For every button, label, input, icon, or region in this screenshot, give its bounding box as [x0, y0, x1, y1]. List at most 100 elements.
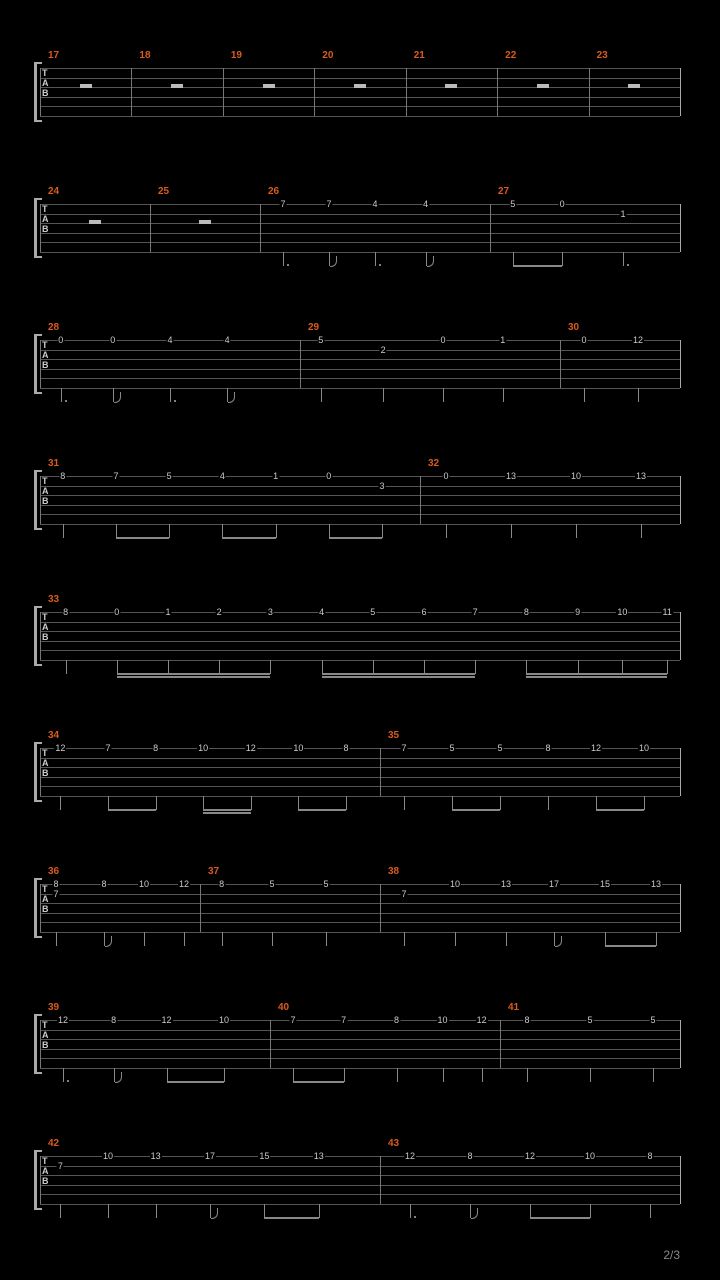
fret-number: 5 — [166, 471, 173, 481]
tab-clef: TAB — [42, 748, 48, 778]
fret-number: 8 — [544, 743, 551, 753]
system-bracket — [34, 472, 37, 528]
system-bracket — [34, 608, 37, 664]
whole-rest — [354, 84, 366, 88]
fret-number: 3 — [267, 607, 274, 617]
tab-system: TAB33801234567891011 — [40, 594, 680, 666]
fret-number: 0 — [580, 335, 587, 345]
fret-number: 13 — [150, 1151, 162, 1161]
tab-system: TAB39128121040778101241855 — [40, 1002, 680, 1074]
measure-number: 31 — [48, 458, 59, 469]
fret-number: 0 — [442, 471, 449, 481]
fret-number: 0 — [109, 335, 116, 345]
tab-system: TAB42710131715134312812108 — [40, 1138, 680, 1210]
fret-number: 5 — [649, 1015, 656, 1025]
fret-number: 5 — [369, 607, 376, 617]
measure-number: 36 — [48, 866, 59, 877]
fret-number: 10 — [218, 1015, 230, 1025]
fret-number: 12 — [590, 743, 602, 753]
fret-number: 7 — [104, 743, 111, 753]
measure-number: 17 — [48, 50, 59, 61]
fret-number: 8 — [342, 743, 349, 753]
fret-number: 7 — [340, 1015, 347, 1025]
fret-number: 8 — [62, 607, 69, 617]
tab-system: TAB318754103320131013 — [40, 458, 680, 530]
fret-number: 8 — [523, 1015, 530, 1025]
measure-number: 39 — [48, 1002, 59, 1013]
tab-clef: TAB — [42, 884, 48, 914]
tab-clef: TAB — [42, 340, 48, 370]
fret-number: 8 — [466, 1151, 473, 1161]
tab-clef: TAB — [42, 476, 48, 506]
fret-number: 8 — [523, 607, 530, 617]
fret-number: 12 — [524, 1151, 536, 1161]
whole-rest — [628, 84, 640, 88]
fret-number: 17 — [548, 879, 560, 889]
fret-number: 1 — [272, 471, 279, 481]
fret-number: 4 — [224, 335, 231, 345]
fret-number: 13 — [500, 879, 512, 889]
fret-number: 5 — [496, 743, 503, 753]
fret-number: 12 — [178, 879, 190, 889]
fret-number: 8 — [52, 879, 59, 889]
fret-number: 12 — [404, 1151, 416, 1161]
measure-number: 38 — [388, 866, 399, 877]
fret-number: 7 — [400, 743, 407, 753]
system-bracket — [34, 336, 37, 392]
measure-number: 24 — [48, 186, 59, 197]
fret-number: 10 — [449, 879, 461, 889]
tab-system: TAB34127810121083575581210 — [40, 730, 680, 802]
measure-number: 33 — [48, 594, 59, 605]
fret-number: 2 — [216, 607, 223, 617]
fret-number: 10 — [138, 879, 150, 889]
measure-number: 32 — [428, 458, 439, 469]
fret-number: 8 — [59, 471, 66, 481]
tab-clef: TAB — [42, 1156, 48, 1186]
fret-number: 4 — [371, 199, 378, 209]
system-bracket — [34, 64, 37, 120]
fret-number: 7 — [112, 471, 119, 481]
measure-number: 37 — [208, 866, 219, 877]
fret-number: 8 — [110, 1015, 117, 1025]
system-bracket — [34, 880, 37, 936]
tab-clef: TAB — [42, 1020, 48, 1050]
whole-rest — [80, 84, 92, 88]
fret-number: 15 — [258, 1151, 270, 1161]
fret-number: 8 — [100, 879, 107, 889]
fret-number: 12 — [54, 743, 66, 753]
measure-number: 18 — [139, 50, 150, 61]
whole-rest — [263, 84, 275, 88]
fret-number: 4 — [166, 335, 173, 345]
measure-number: 25 — [158, 186, 169, 197]
fret-number: 8 — [218, 879, 225, 889]
fret-number: 0 — [325, 471, 332, 481]
whole-rest — [537, 84, 549, 88]
fret-number: 7 — [472, 607, 479, 617]
system-bracket — [34, 1152, 37, 1208]
measure-number: 20 — [322, 50, 333, 61]
fret-number: 10 — [584, 1151, 596, 1161]
fret-number: 1 — [164, 607, 171, 617]
measure-number: 41 — [508, 1002, 519, 1013]
fret-number: 13 — [650, 879, 662, 889]
measure-number: 28 — [48, 322, 59, 333]
fret-number: 12 — [632, 335, 644, 345]
measure-number: 30 — [568, 322, 579, 333]
measure-number: 43 — [388, 1138, 399, 1149]
tab-clef: TAB — [42, 612, 48, 642]
fret-number: 17 — [204, 1151, 216, 1161]
measure-number: 40 — [278, 1002, 289, 1013]
fret-number: 5 — [586, 1015, 593, 1025]
fret-number: 2 — [380, 345, 387, 355]
measure-number: 26 — [268, 186, 279, 197]
fret-number: 10 — [102, 1151, 114, 1161]
whole-rest — [171, 84, 183, 88]
fret-number: 0 — [439, 335, 446, 345]
fret-number: 5 — [322, 879, 329, 889]
fret-number: 4 — [219, 471, 226, 481]
measure-number: 42 — [48, 1138, 59, 1149]
fret-number: 5 — [509, 199, 516, 209]
fret-number: 5 — [268, 879, 275, 889]
fret-number: 7 — [279, 199, 286, 209]
fret-number: 10 — [436, 1015, 448, 1025]
